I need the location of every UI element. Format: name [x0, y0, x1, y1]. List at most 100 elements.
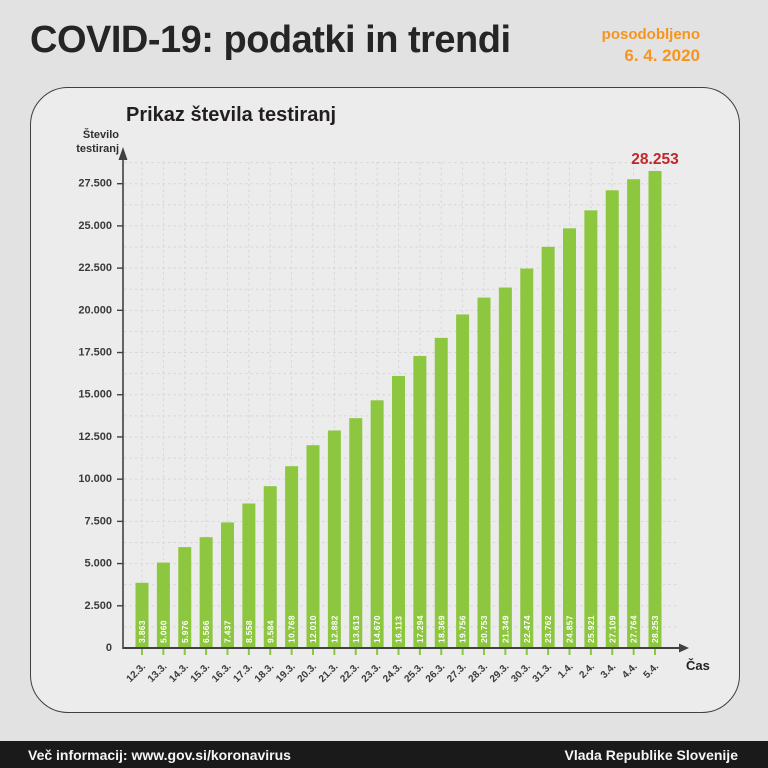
bar — [413, 356, 427, 648]
x-tick-label: 2.4. — [577, 661, 597, 681]
bar-value-label: 7.437 — [223, 620, 233, 643]
bar — [135, 582, 149, 648]
bar — [541, 246, 555, 648]
x-tick-label: 4.4. — [620, 661, 640, 681]
bar-value-label: 5.060 — [158, 620, 168, 643]
bar-value-label: 18.369 — [436, 615, 446, 643]
bar — [306, 445, 320, 648]
bar-value-label: 27.109 — [607, 615, 617, 643]
x-tick-label: 17.3. — [231, 661, 255, 685]
bar — [263, 486, 277, 648]
footer-bar: Več informacij: www.gov.si/koronavirus V… — [0, 741, 768, 768]
bar — [520, 268, 534, 648]
x-tick-label: 19.3. — [274, 661, 298, 685]
bar-value-label: 8.558 — [244, 620, 254, 643]
bar-value-label: 6.566 — [201, 620, 211, 643]
x-tick-label: 22.3. — [338, 661, 362, 685]
x-tick-label: 24.3. — [381, 661, 405, 685]
bar — [563, 228, 576, 649]
bar-value-label: 23.762 — [543, 615, 553, 643]
y-tick-label: 12.500 — [78, 431, 112, 443]
page-header: COVID-19: podatki in trendi posodobljeno… — [30, 18, 740, 78]
bar — [370, 400, 384, 648]
bar-value-label: 12.882 — [329, 615, 339, 643]
updated-label: posodobljeno — [601, 26, 700, 43]
bar — [285, 466, 299, 648]
bar — [477, 297, 491, 648]
y-tick-label: 5.000 — [84, 558, 112, 570]
x-tick-label: 20.3. — [296, 661, 320, 685]
y-tick-label: 0 — [106, 642, 112, 654]
y-tick-label: 20.000 — [78, 304, 112, 316]
x-tick-label: 27.3. — [445, 661, 469, 685]
bar-value-label: 24.857 — [565, 615, 575, 643]
x-tick-label: 31.3. — [531, 661, 555, 685]
y-tick-label: 7.500 — [84, 515, 112, 527]
x-tick-label: 13.3. — [146, 661, 170, 685]
x-tick-label: 28.3. — [467, 661, 491, 685]
page-title: COVID-19: podatki in trendi — [30, 19, 511, 61]
y-axis-label: Število testiranj — [51, 128, 119, 157]
x-tick-label: 1.4. — [556, 661, 576, 681]
bar — [156, 562, 170, 648]
x-tick-label: 3.4. — [599, 661, 619, 681]
bar-value-label: 5.976 — [180, 620, 190, 643]
bar-value-label: 20.753 — [479, 615, 489, 643]
chart-card: Prikaz števila testiranj Število testira… — [30, 87, 740, 713]
x-axis-title: Čas — [686, 658, 710, 673]
y-tick-label: 2.500 — [84, 600, 112, 612]
bar — [327, 430, 341, 648]
bar-value-label: 21.349 — [500, 615, 510, 643]
bar — [648, 170, 662, 648]
y-tick-label: 10.000 — [78, 473, 112, 485]
bar — [627, 179, 641, 649]
bar-value-label: 13.613 — [351, 615, 361, 643]
x-tick-label: 25.3. — [402, 661, 426, 685]
bar — [242, 503, 256, 648]
bar — [434, 337, 448, 648]
bar-value-label: 27.764 — [629, 615, 639, 643]
bar — [392, 375, 405, 648]
bar — [605, 190, 619, 649]
x-tick-label: 5.4. — [642, 661, 662, 681]
updated-date: 6. 4. 2020 — [624, 45, 700, 65]
bar-value-label: 14.670 — [372, 615, 382, 643]
y-axis-arrow-icon — [118, 147, 128, 160]
bar-value-label: 28.253 — [650, 615, 660, 643]
bar — [199, 537, 213, 648]
x-tick-label: 14.3. — [167, 661, 191, 685]
y-axis-label-line1: Število — [82, 129, 119, 141]
x-tick-label: 16.3. — [210, 661, 234, 685]
y-tick-label: 15.000 — [78, 389, 112, 401]
footer-info-link[interactable]: Več informacij: www.gov.si/koronavirus — [28, 746, 291, 763]
x-tick-label: 21.3. — [317, 661, 341, 685]
x-tick-label: 26.3. — [424, 661, 448, 685]
bar — [456, 314, 470, 648]
x-tick-label: 15.3. — [189, 661, 213, 685]
bar — [584, 210, 598, 648]
bar-value-label: 10.768 — [287, 615, 297, 643]
bar-value-label: 19.756 — [458, 615, 468, 643]
bar-value-label: 12.010 — [308, 615, 318, 643]
bar-value-label: 3.863 — [137, 620, 147, 643]
y-tick-label: 25.000 — [78, 220, 112, 232]
bar — [178, 547, 192, 648]
updated-info: posodobljeno 6. 4. 2020 — [602, 26, 700, 66]
footer-government: Vlada Republike Slovenije — [564, 746, 738, 763]
x-axis-arrow-icon — [679, 643, 689, 653]
bar-value-label: 9.584 — [265, 620, 275, 643]
bar-value-label: 17.294 — [415, 615, 425, 643]
y-tick-label: 22.500 — [78, 262, 112, 274]
x-tick-label: 12.3. — [125, 661, 149, 685]
peak-value-label: 28.253 — [631, 151, 679, 168]
bar-value-label: 25.921 — [586, 615, 596, 643]
bar — [349, 418, 363, 648]
x-tick-label: 23.3. — [360, 661, 384, 685]
bar — [498, 287, 512, 648]
x-tick-label: 29.3. — [488, 661, 512, 685]
bar — [221, 522, 234, 648]
bar-value-label: 22.474 — [522, 615, 532, 643]
bar-value-label: 16.113 — [394, 616, 404, 643]
y-tick-label: 27.500 — [78, 178, 112, 190]
y-axis-label-line2: testiranj — [76, 143, 119, 156]
